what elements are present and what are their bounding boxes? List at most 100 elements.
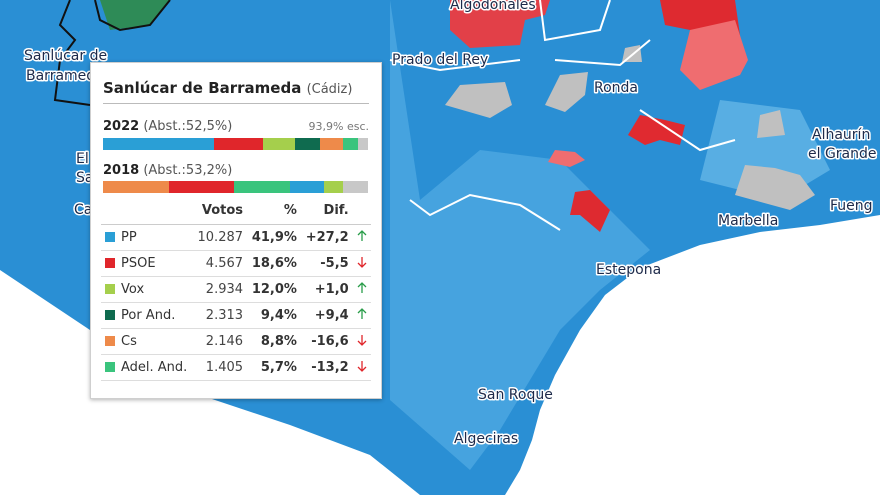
trend-cell [352,276,371,303]
place-label: Sanlúcar de [24,48,107,64]
bar-2022 [103,138,368,150]
trend-arrow [357,307,367,319]
result-row: Cs 2.146 8,8% -16,6 [101,328,371,355]
percent: 12,0% [247,276,301,303]
col-header: Votos [192,201,248,225]
bar-segment [214,138,264,150]
bar-segment [103,138,215,150]
percent: 9,4% [247,302,301,329]
bar-segment [320,138,344,150]
trend-arrow [357,360,367,372]
party-swatch [105,258,115,268]
party-swatch [105,232,115,242]
difference: -5,5 [300,250,353,277]
place-label: Barrameda [26,68,104,84]
year-2018: 2018 (Abst.:53,2%) [103,163,233,178]
difference: +1,0 [300,276,353,303]
party-cell: PP [101,224,193,251]
trend-arrow [357,229,367,241]
bar-segment [263,138,296,150]
party-name: Cs [121,334,137,349]
border [94,0,171,32]
percent: 18,6% [247,250,301,277]
place-label: el Grande [808,146,877,162]
votes: 2.934 [192,276,248,303]
trend-cell [352,354,371,381]
percent: 41,9% [247,224,301,251]
votes: 10.287 [192,224,248,251]
region-psoe [548,150,585,167]
party-swatch [105,362,115,372]
trend-cell [352,302,371,329]
col-header: Dif. [300,201,353,225]
votes: 1.405 [192,354,248,381]
year-2022: 2022 (Abst.:52,5%) [103,119,233,134]
region-gray [622,45,642,62]
place-label: Prado del Rey [392,52,488,68]
region-psoe [628,115,685,145]
party-cell: Por And. [101,302,193,329]
bar-2018 [103,181,368,193]
difference: -16,6 [300,328,353,355]
percent: 8,8% [247,328,301,355]
party-cell: Vox [101,276,193,303]
votes: 2.313 [192,302,248,329]
place-label: Algodonales [450,0,536,13]
place-label: Alhaurín [812,127,870,143]
place-label: Algeciras [454,431,518,447]
region-psoe [570,190,610,232]
party-cell: Cs [101,328,193,355]
region-gray [545,72,588,112]
region-gray [757,110,785,138]
col-header: % [247,201,301,225]
result-row: PSOE 4.567 18,6% -5,5 [101,250,371,277]
trend-arrow [357,334,367,346]
difference: +9,4 [300,302,353,329]
result-row: Adel. And. 1.405 5,7% -13,2 [101,354,371,381]
party-name: Por And. [121,308,176,323]
bar-segment [169,181,235,193]
region-gray [735,165,815,210]
divider [103,103,369,104]
difference: -13,2 [300,354,353,381]
party-swatch [105,284,115,294]
region [390,0,650,470]
region-psoe [680,20,748,90]
tooltip: Sanlúcar de Barrameda (Cádiz) 2022 (Abst… [90,62,382,399]
bar-segment [343,138,359,150]
sea-south [505,215,880,495]
result-row: Vox 2.934 12,0% +1,0 [101,276,371,303]
votes: 4.567 [192,250,248,277]
result-row: PP 10.287 41,9% +27,2 [101,224,371,251]
place-label: Marbella [718,213,778,229]
place-label: Fueng [830,198,873,214]
votes: 2.146 [192,328,248,355]
party-swatch [105,336,115,346]
result-row: Por And. 2.313 9,4% +9,4 [101,302,371,329]
party-cell: Adel. And. [101,354,193,381]
trend-arrow [357,256,367,268]
region-psoe [450,0,550,48]
border [53,0,91,106]
trend-cell [352,250,371,277]
party-name: PSOE [121,256,156,271]
difference: +27,2 [300,224,353,251]
party-swatch [105,310,115,320]
party-name: Adel. And. [121,360,188,375]
party-name: PP [121,230,137,245]
province-border [389,0,736,231]
percent: 5,7% [247,354,301,381]
tooltip-title: Sanlúcar de Barrameda (Cádiz) [103,79,353,97]
trend-cell [352,224,371,251]
place-label: Sa [76,170,93,186]
place-label: San Roque [478,387,553,403]
place-label: Ronda [594,80,638,96]
bar-segment [295,138,321,150]
place-label: Estepona [596,262,661,278]
place-label: El [76,151,89,167]
party-cell: PSOE [101,250,193,277]
sea-west [0,270,420,495]
region-por-and [100,0,170,30]
